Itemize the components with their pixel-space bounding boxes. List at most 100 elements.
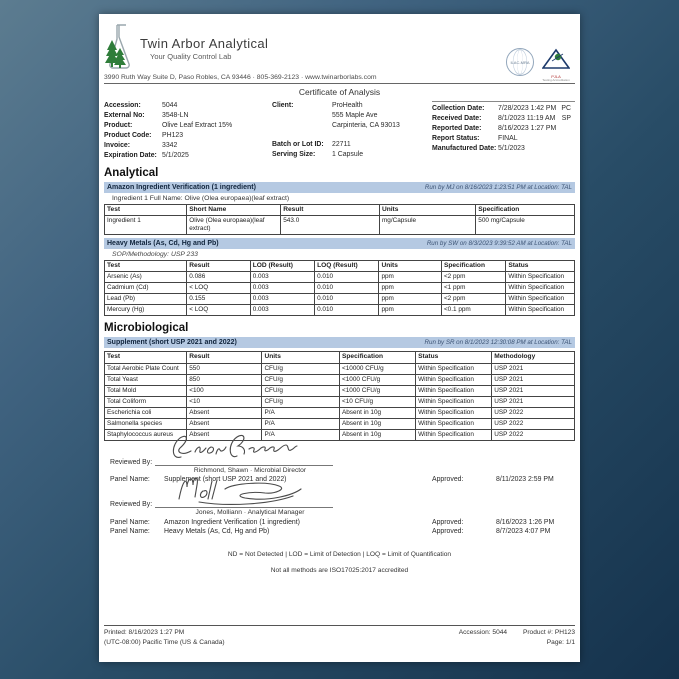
column-header: Result: [280, 203, 380, 217]
info-label: Product:: [104, 122, 133, 129]
column-header: Short Name: [186, 203, 282, 217]
info-row: Product Code: PH123: [104, 131, 272, 141]
run-by-note: Run by MJ on 8/16/2023 1:23:51 PM at Loc…: [424, 184, 572, 191]
column-header: Test: [103, 351, 188, 364]
column-header: Methodology: [491, 351, 575, 364]
info-row: Accession: 5044: [104, 101, 272, 111]
ingredient-verification-table: Test Short Name Result Units Specification I…: [103, 203, 575, 236]
panel-approval-row: Panel Name: Amazon Ingredient Verificati…: [110, 519, 575, 526]
panel-approval-row: Panel Name: Supplement (short USP 2021 a…: [110, 476, 575, 483]
serving-size-value: 1 Capsule: [332, 151, 364, 158]
footer-accession: Accession: 5044: [458, 629, 508, 637]
table-row: Salmonella species Absent P/A Absent in 10…: [103, 417, 575, 430]
client-address-2: Carpinteria, CA 93013: [332, 122, 400, 129]
panel-name-value: Heavy Metals (As, Cd, Hg and Pb): [164, 528, 270, 536]
info-value: 3342: [162, 142, 178, 149]
table-row: Total Coliform <10 CFU/g <10 CFU/g Within …: [103, 395, 575, 408]
panel-name-label: Panel Name:: [110, 528, 150, 536]
timezone-note: (UTC-08:00) Pacific Time (US & Canada): [104, 639, 225, 647]
document-title: Certificate of Analysis: [298, 87, 381, 97]
table-row: Total Yeast 850 CFU/g <1000 CFU/g Within S…: [103, 373, 575, 386]
info-value: PH123: [162, 132, 184, 139]
date-label: Report Status:: [432, 135, 480, 142]
pjla-badge-icon: PJLA Testing Accreditation: [541, 48, 571, 83]
signature-jones: [155, 477, 334, 509]
info-row: Invoice: 3342: [104, 141, 272, 151]
table-row: Mercury (Hg) < LOQ 0.003 0.010 ppm <0.1 ppm…: [103, 304, 575, 317]
signature-richmond: [155, 434, 334, 466]
column-header: Units: [261, 351, 340, 364]
header-divider: [104, 83, 575, 84]
table-row: Total Mold <100 CFU/g <1000 CFU/g Within S…: [103, 384, 575, 397]
signer-name-title: Richmond, Shawn · Microbial Director: [193, 466, 307, 474]
analyst-initials: PC: [561, 105, 571, 112]
batch-value: 22711: [332, 141, 351, 148]
info-column-client: Client: ProHealth 555 Maple Ave Carpinte…: [272, 101, 432, 161]
panel-name-value: Supplement (short USP 2021 and 2022): [164, 476, 287, 484]
reviewed-by-label: Reviewed By:: [110, 458, 153, 466]
approved-label: Approved:: [432, 518, 464, 526]
printed-timestamp: Printed: 8/16/2023 1:27 PM: [104, 629, 185, 637]
table-row: Arsenic (As) 0.086 0.003 0.010 ppm <2 ppm W…: [103, 271, 575, 284]
info-row: Report Status: FINAL: [432, 134, 575, 144]
info-row: Received Date: 8/1/2023 11:19 AM SP: [432, 114, 575, 124]
panel-bar-heavy-metals: Heavy Metals (As, Cd, Hg and Pb) Run by …: [104, 238, 575, 250]
certificate-document: Twin Arbor Analytical Your Quality Contr…: [99, 14, 580, 662]
date-label: Reported Date:: [432, 125, 482, 132]
info-column-product: Accession: 5044 External No: 3548-LN Pro…: [104, 101, 272, 161]
iso-note: Not all methods are ISO17025:2017 accred…: [270, 567, 409, 575]
column-header: LOQ (Result): [314, 260, 380, 273]
date-value: 7/28/2023 1:42 PM: [498, 105, 557, 112]
signature-block-microbial: Reviewed By: Richmond, Shawn · Microbial…: [110, 434, 575, 483]
report-info-grid: Accession: 5044 External No: 3548-LN Pro…: [104, 101, 575, 161]
company-tagline: Your Quality Control Lab: [150, 52, 232, 61]
client-name: ProHealth: [332, 102, 363, 109]
info-value: 5044: [162, 102, 178, 109]
approved-date: 8/16/2023 1:26 PM: [496, 518, 555, 526]
footer-product: Product #: PH123: [522, 629, 575, 637]
run-by-note: Run by SW on 8/3/2023 9:39:52 AM at Loca…: [426, 240, 572, 248]
date-label: Received Date:: [432, 115, 482, 122]
column-header: Status: [505, 260, 575, 273]
page-number: Page: 1/1: [546, 639, 575, 647]
analyst-initials: [571, 124, 575, 134]
column-header: Test: [103, 260, 188, 273]
client-address-1: 555 Maple Ave: [332, 112, 378, 119]
signer-name-title: Jones, Molliann · Analytical Manager: [195, 509, 305, 517]
info-row: Reported Date: 8/16/2023 1:27 PM: [432, 124, 575, 134]
info-row: Manufactured Date: 5/1/2023: [432, 144, 575, 154]
date-value: 8/16/2023 1:27 PM: [498, 125, 557, 132]
panel-bar-supplement: Supplement (short USP 2021 and 2022) Run…: [104, 337, 575, 349]
column-header: Specification: [440, 260, 507, 273]
info-label: Accession:: [104, 102, 141, 109]
serving-size-label: Serving Size:: [272, 151, 316, 158]
info-row: External No: 3548-LN: [104, 111, 272, 121]
column-header: Test: [103, 203, 188, 217]
date-value: 8/1/2023 11:19 AM: [498, 115, 556, 122]
info-label: Product Code:: [104, 132, 152, 139]
panel-name-label: Panel Name:: [110, 518, 150, 526]
lab-logo-flask-trees-icon: [104, 22, 138, 72]
column-header: Units: [378, 260, 442, 273]
column-header: LOD (Result): [249, 260, 316, 273]
info-value: Olive Leaf Extract 15%: [162, 122, 233, 129]
batch-label: Batch or Lot ID:: [272, 141, 324, 148]
approved-label: Approved:: [432, 528, 464, 536]
section-title-microbiological: Microbiological: [104, 322, 189, 335]
info-value: 5/1/2025: [162, 152, 189, 159]
column-header: Units: [378, 203, 477, 217]
info-label: Expiration Date:: [104, 152, 157, 159]
date-label: Manufactured Date:: [432, 145, 497, 152]
panel-name-label: Panel Name:: [110, 476, 150, 484]
reviewed-by-label: Reviewed By:: [110, 501, 153, 509]
info-column-dates: Collection Date: 7/28/2023 1:42 PM PC Re…: [432, 101, 575, 161]
table-row: Total Aerobic Plate Count 550 CFU/g <10000…: [103, 362, 575, 375]
info-row: Expiration Date: 5/1/2025: [104, 151, 272, 161]
run-by-note: Run by SR on 8/1/2023 12:30:08 PM at Loc…: [424, 339, 572, 347]
heavy-metals-table: Test Result LOD (Result) LOQ (Result) Units S…: [103, 260, 575, 317]
column-header: Result: [186, 260, 251, 273]
panel-approval-row: Panel Name: Heavy Metals (As, Cd, Hg and…: [110, 528, 575, 535]
column-header: Specification: [475, 203, 575, 217]
panel-bar-amazon-ingredient: Amazon Ingredient Verification (1 ingred…: [104, 182, 575, 193]
